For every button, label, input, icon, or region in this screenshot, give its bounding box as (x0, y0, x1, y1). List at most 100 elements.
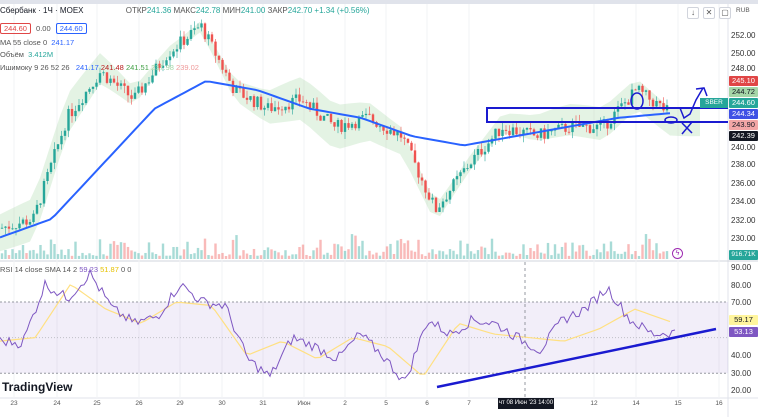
volume-bar (165, 255, 168, 259)
candle (399, 131, 403, 138)
volume-bar (312, 250, 315, 259)
volume-bar (536, 244, 539, 259)
volume-bar (158, 255, 161, 259)
volume-bar (7, 255, 11, 259)
volume-bar (308, 255, 312, 259)
volume-bar (116, 244, 119, 259)
ichimoku-value: 239.02 (176, 63, 199, 72)
volume-bar (39, 244, 42, 259)
volume-bar (14, 253, 18, 259)
price-tick: 234.00 (731, 197, 756, 206)
candle (340, 119, 343, 132)
candle (501, 129, 504, 137)
volume-bar (91, 255, 95, 259)
volume-bar (88, 253, 91, 259)
candle (567, 131, 571, 133)
symbol-title[interactable]: Сбербанк · 1Ч · MOEX (0, 6, 84, 15)
volume-bar (245, 253, 249, 259)
volume-bar (259, 255, 263, 259)
candle (585, 124, 588, 126)
candle (494, 128, 497, 139)
volume-bar (256, 255, 259, 259)
buy-button[interactable]: 244.60 (55, 23, 87, 34)
volume-bar (53, 244, 56, 259)
candle (651, 99, 655, 107)
candle (438, 207, 441, 212)
volume-bar (95, 255, 98, 259)
collapse-icon[interactable]: ✕ (703, 7, 715, 19)
candle (634, 89, 637, 91)
price-label-ichimoku-red: 243.90 (729, 120, 758, 130)
lightning-icon[interactable]: ϟ (672, 248, 683, 259)
volume-bar (25, 253, 28, 259)
candle (424, 180, 427, 193)
volume-bar (630, 254, 634, 259)
volume-bar (473, 253, 476, 259)
candle (389, 129, 392, 134)
candle (175, 49, 179, 52)
candle (140, 86, 144, 93)
volume-bar (553, 244, 557, 259)
close-value: 242.70 (287, 6, 313, 15)
candle (466, 168, 469, 169)
candle (322, 115, 326, 121)
candle (305, 102, 308, 104)
candle (403, 137, 406, 139)
candle (364, 113, 368, 116)
candle (46, 172, 49, 181)
volume-bar (350, 234, 354, 259)
sell-button[interactable]: 244.60 (0, 23, 31, 34)
candle (172, 51, 175, 57)
volume-bar (525, 254, 529, 259)
ichimoku-cloud (0, 21, 700, 252)
candle (35, 204, 39, 214)
volume-label: Объём (0, 50, 24, 59)
rsi-value-label: 53.13 (729, 327, 758, 337)
volume-bar (0, 253, 4, 259)
volume-bar (193, 253, 196, 259)
volume-bar (550, 255, 553, 259)
price-tick: 230.00 (731, 234, 756, 243)
candle (32, 213, 35, 223)
candle (200, 23, 203, 28)
volume-bar (539, 252, 543, 259)
volume-bar (616, 253, 620, 259)
volume-bar (644, 234, 648, 259)
volume-bar (294, 254, 298, 259)
fullscreen-icon[interactable]: ▢ (719, 7, 731, 19)
volume-bar (270, 249, 273, 259)
ma-legend[interactable]: MA 55 close 0 241.17 (0, 38, 74, 47)
volume-legend[interactable]: Объём 3.412M (0, 50, 53, 59)
volume-bar (392, 254, 396, 259)
arrow-down-icon[interactable]: ↓ (687, 7, 699, 19)
volume-bar (399, 238, 403, 259)
rsi-legend[interactable]: RSI 14 close SMA 14 2 59.23 51.87 0 0 (0, 265, 131, 274)
rsi-tick: 40.00 (731, 351, 752, 360)
high-label: МАКС (173, 6, 196, 15)
candle (21, 219, 25, 224)
candle (515, 127, 518, 135)
volume-bar (315, 247, 319, 259)
candle (637, 85, 641, 90)
currency-select[interactable]: RUB (736, 7, 750, 14)
candle (417, 162, 420, 178)
candle (592, 129, 595, 133)
candle (137, 86, 140, 93)
candle (98, 73, 102, 83)
volume-bar (333, 243, 336, 259)
ichimoku-legend[interactable]: Ишимоку 9 26 52 26 241.17 241.48 241.51 … (0, 63, 199, 72)
volume-bar (224, 255, 228, 259)
volume-bar (74, 241, 77, 259)
volume-bar (406, 240, 410, 259)
time-tick: 2 (343, 400, 347, 407)
ichimoku-value: 241.51 (125, 63, 149, 72)
rsi-sma-label: 59.17 (729, 315, 758, 325)
candle (105, 72, 109, 83)
time-tick: 7 (467, 400, 471, 407)
price-tick: 236.00 (731, 179, 756, 188)
ma-label: MA 55 close 0 (0, 38, 48, 47)
drawn-circle (664, 116, 678, 124)
volume-bar (557, 253, 560, 259)
time-tick: 6 (425, 400, 429, 407)
